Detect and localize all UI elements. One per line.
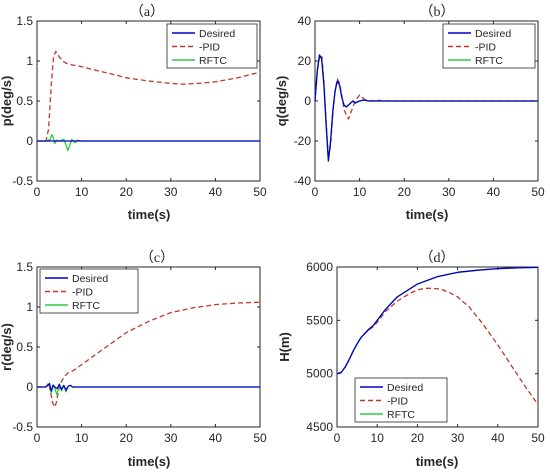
x-tick-label: 50: [253, 431, 267, 445]
legend-label: Desired: [72, 273, 108, 285]
y-tick-label: -0.5: [12, 420, 33, 434]
legend-label: -PID: [72, 287, 93, 299]
y-tick-label: 5500: [306, 313, 333, 327]
x-tick-label: 30: [164, 431, 178, 445]
legend-label: Desired: [387, 382, 423, 394]
x-tick-label: 40: [487, 185, 501, 199]
x-axis-label: time(s): [128, 207, 171, 222]
x-tick-label: 30: [451, 431, 465, 445]
y-tick-label: 1.5: [16, 14, 33, 28]
series-line-pid: [37, 50, 261, 142]
y-axis-label: H(m): [277, 332, 292, 362]
legend-label: Desired: [475, 28, 511, 40]
y-tick-label: -20: [294, 134, 312, 148]
legend-label: RFTC: [72, 300, 100, 312]
legend-label: RFTC: [475, 55, 503, 67]
chart-title: （d）: [420, 250, 455, 266]
x-tick-label: 20: [411, 431, 425, 445]
x-tick-label: 50: [531, 185, 545, 199]
y-axis-label: r(deg/s): [0, 323, 14, 371]
x-tick-label: 50: [531, 431, 545, 445]
x-axis-label: time(s): [406, 207, 449, 222]
y-tick-label: -0.5: [12, 174, 33, 188]
y-tick-label: 0.5: [16, 340, 33, 354]
legend-label: -PID: [475, 42, 496, 54]
y-tick-label: 1: [26, 54, 33, 68]
y-tick-label: 1: [26, 300, 33, 314]
y-tick-label: 0: [304, 94, 311, 108]
x-tick-label: 50: [253, 185, 267, 199]
legend-label: -PID: [199, 42, 220, 54]
x-tick-label: 10: [75, 185, 89, 199]
x-tick-label: 0: [34, 185, 41, 199]
y-tick-label: 20: [298, 54, 312, 68]
chart-panel-a: （a） 0 10 20 30 40 50-0.500.511.5 time(s) p(de…: [0, 4, 267, 222]
y-tick-label: 0: [26, 380, 33, 394]
x-tick-label: 20: [120, 185, 134, 199]
series-line-desired: [314, 54, 538, 162]
x-tick-label: 30: [442, 185, 456, 199]
x-tick-label: 10: [371, 431, 385, 445]
x-tick-label: 40: [209, 185, 223, 199]
x-axis-label: time(s): [128, 454, 171, 469]
legend-label: -PID: [387, 396, 408, 408]
chart-title: （a）: [130, 4, 164, 20]
x-tick-label: 0: [334, 431, 341, 445]
x-tick-label: 10: [353, 185, 367, 199]
x-tick-label: 0: [312, 185, 319, 199]
x-tick-label: 10: [75, 431, 89, 445]
y-axis-label: q(deg/s): [274, 76, 289, 127]
series-line-desired: [336, 266, 539, 375]
y-tick-label: 40: [298, 14, 312, 28]
series-line-pid: [37, 301, 261, 408]
y-tick-label: -40: [294, 174, 312, 188]
chart-title: （c）: [140, 250, 174, 266]
y-tick-label: 0: [26, 134, 33, 148]
chart-panel-c: （c） 0 10 20 30 40 50-0.500.511.5 time(s) r(de…: [0, 250, 267, 469]
y-tick-label: 4500: [306, 420, 333, 434]
y-axis-label: p(deg/s): [0, 76, 14, 127]
series-line-desired: [37, 383, 260, 392]
y-tick-label: 6000: [306, 260, 333, 274]
legend-label: RFTC: [199, 55, 227, 67]
series-line-rftc: [37, 133, 260, 152]
chart-title: （b）: [420, 4, 455, 20]
x-tick-label: 40: [491, 431, 505, 445]
chart-panel-b: （b） 0 10 20 30 40 50 -40 -20 0 20 40 time(s) q(deg…: [274, 4, 545, 222]
x-axis-label: time(s): [416, 454, 459, 469]
x-tick-label: 0: [34, 431, 41, 445]
x-tick-label: 30: [164, 185, 178, 199]
series-line-pid: [336, 287, 539, 405]
y-tick-label: 0.5: [16, 94, 33, 108]
legend-label: RFTC: [387, 409, 415, 421]
x-tick-label: 20: [398, 185, 412, 199]
legend-label: Desired: [199, 28, 235, 40]
x-tick-label: 40: [209, 431, 223, 445]
y-tick-label: 1.5: [16, 260, 33, 274]
y-tick-label: 5000: [306, 367, 333, 381]
x-tick-label: 20: [120, 431, 134, 445]
